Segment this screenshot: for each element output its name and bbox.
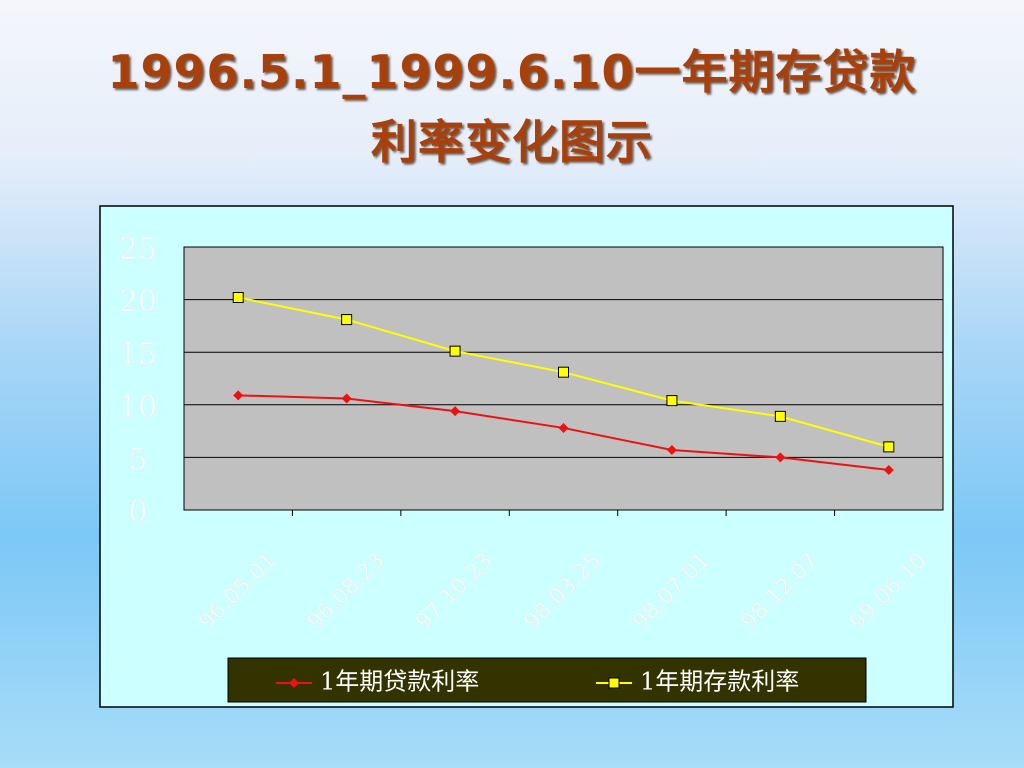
point — [558, 366, 569, 378]
point — [450, 406, 461, 417]
point — [341, 393, 352, 404]
point — [883, 465, 894, 476]
legend-marker — [608, 677, 620, 689]
legend-marker — [289, 678, 299, 688]
legend-box — [227, 657, 867, 703]
point — [449, 345, 461, 357]
legend-label: 1年期贷款利率 — [320, 668, 479, 696]
point — [233, 390, 244, 401]
y-tick-label: 0 — [128, 495, 147, 530]
point — [558, 422, 569, 433]
y-tick-label: 5 — [128, 442, 147, 477]
point — [775, 452, 786, 463]
point — [232, 291, 244, 303]
point — [666, 445, 677, 456]
y-tick-label: 15 — [119, 337, 157, 372]
y-tick-label: 25 — [119, 232, 157, 267]
legend-label: 1年期存款利率 — [640, 668, 799, 696]
point — [341, 314, 353, 326]
y-tick-label: 10 — [119, 390, 157, 425]
point — [774, 410, 786, 422]
plot-area — [183, 246, 944, 511]
chart-title: 利率变化图示 — [371, 115, 653, 169]
y-tick-label: 20 — [119, 285, 157, 320]
chart-title: 1996.5.1_1999.6.10一年期存贷款 — [107, 45, 917, 99]
point — [883, 441, 895, 453]
point — [666, 395, 678, 407]
